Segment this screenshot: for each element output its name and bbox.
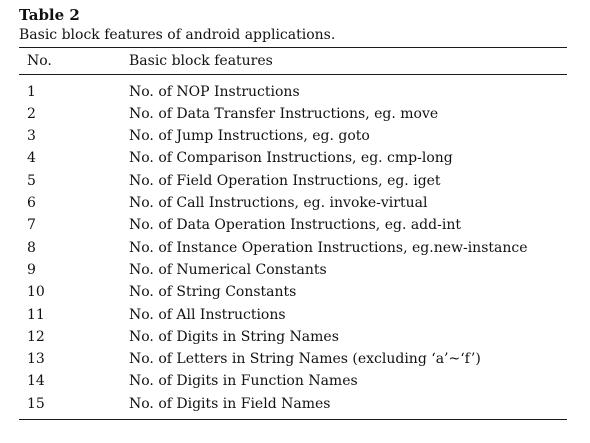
- table-row: 10 No. of String Constants: [19, 281, 567, 303]
- bottom-rule: [19, 418, 567, 421]
- header-rule: [19, 74, 567, 76]
- row-feature: No. of Letters in String Names (excludin…: [129, 351, 481, 368]
- row-feature: No. of Call Instructions, eg. invoke-vir…: [129, 195, 428, 212]
- row-feature: No. of Data Operation Instructions, eg. …: [129, 217, 461, 234]
- row-number: 2: [27, 105, 36, 122]
- row-number: 10: [27, 284, 45, 301]
- table-row: 3 No. of Jump Instructions, eg. goto: [19, 125, 567, 147]
- row-feature: No. of Jump Instructions, eg. goto: [129, 128, 370, 145]
- header-no: No.: [27, 53, 52, 70]
- table-row: 7 No. of Data Operation Instructions, eg.…: [19, 214, 567, 236]
- row-number: 7: [27, 217, 36, 234]
- table-body: 1 No. of NOP Instructions 2 No. of Data Tra…: [19, 80, 567, 414]
- row-feature: No. of NOP Instructions: [129, 83, 300, 100]
- row-feature: No. of Field Operation Instructions, eg.…: [129, 172, 441, 189]
- row-number: 4: [27, 150, 36, 167]
- table-row: 4 No. of Comparison Instructions, eg. cmp…: [19, 147, 567, 169]
- row-number: 5: [27, 172, 36, 189]
- top-rule: [19, 47, 567, 49]
- table-header: No. Basic block features: [19, 48, 567, 74]
- header-features: Basic block features: [129, 53, 273, 70]
- table-row: 1 No. of NOP Instructions: [19, 80, 567, 102]
- row-number: 9: [27, 261, 36, 278]
- table-row: 2 No. of Data Transfer Instructions, eg. …: [19, 103, 567, 125]
- row-number: 15: [27, 395, 45, 412]
- table-figure: Table 2 Basic block features of android …: [19, 5, 567, 421]
- row-feature: No. of Numerical Constants: [129, 261, 327, 278]
- table-row: 5 No. of Field Operation Instructions, eg…: [19, 170, 567, 192]
- row-number: 6: [27, 195, 36, 212]
- table-row: 9 No. of Numerical Constants: [19, 259, 567, 281]
- table-caption: Basic block features of android applicat…: [19, 27, 336, 43]
- table-row: 12 No. of Digits in String Names: [19, 326, 567, 348]
- table-label: Table 2: [19, 6, 80, 24]
- row-feature: No. of Digits in Field Names: [129, 395, 331, 412]
- table-row: 6 No. of Call Instructions, eg. invoke-vi…: [19, 192, 567, 214]
- table-row: 13 No. of Letters in String Names (exclud…: [19, 348, 567, 370]
- row-number: 8: [27, 239, 36, 256]
- row-feature: No. of Digits in Function Names: [129, 373, 358, 390]
- row-number: 14: [27, 373, 45, 390]
- table-row: 14 No. of Digits in Function Names: [19, 370, 567, 392]
- row-number: 3: [27, 128, 36, 145]
- row-number: 11: [27, 306, 45, 323]
- row-feature: No. of All Instructions: [129, 306, 286, 323]
- row-feature: No. of Comparison Instructions, eg. cmp-…: [129, 150, 453, 167]
- row-number: 13: [27, 351, 45, 368]
- row-feature: No. of String Constants: [129, 284, 297, 301]
- row-number: 12: [27, 328, 45, 345]
- table-row: 8 No. of Instance Operation Instructions,…: [19, 236, 567, 258]
- row-feature: No. of Data Transfer Instructions, eg. m…: [129, 105, 439, 122]
- row-feature: No. of Instance Operation Instructions, …: [129, 239, 528, 256]
- row-feature: No. of Digits in String Names: [129, 328, 339, 345]
- table-row: 15 No. of Digits in Field Names: [19, 393, 567, 415]
- row-number: 1: [27, 83, 36, 100]
- table-row: 11 No. of All Instructions: [19, 303, 567, 325]
